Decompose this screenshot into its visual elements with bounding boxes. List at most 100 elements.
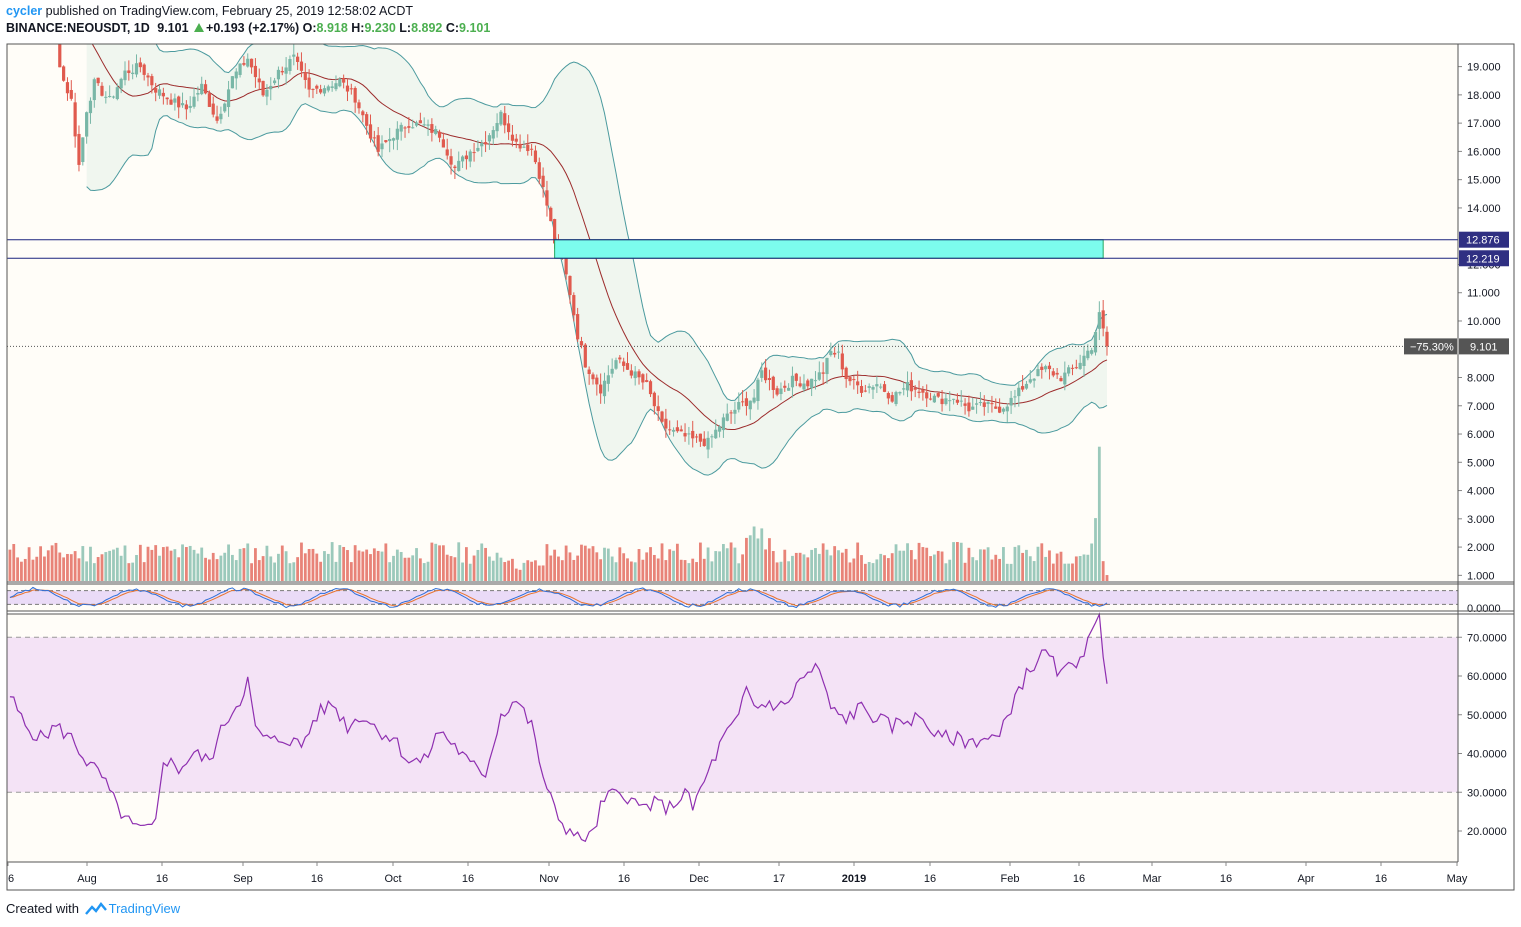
volume-bar (603, 547, 606, 581)
volume-bar (890, 553, 894, 581)
candle-body (921, 389, 925, 393)
bollinger-upper (155, 44, 1108, 402)
stoch-d-line (9, 588, 1108, 607)
candle-body (426, 124, 430, 126)
candle-body (1082, 355, 1086, 366)
volume-bar (741, 554, 744, 581)
volume-bar (384, 543, 388, 581)
candle-body (518, 143, 522, 149)
candle-body (88, 100, 93, 114)
price-chart[interactable]: 19.00018.00017.00016.00015.00014.00012.0… (0, 0, 1521, 895)
candle-body (694, 436, 699, 438)
candle-body (645, 380, 649, 382)
volume-bar (1067, 563, 1071, 581)
candle-body (871, 387, 875, 390)
candle-body (134, 63, 139, 75)
candle-body (675, 427, 679, 432)
candle-body (967, 402, 971, 412)
candle-body (407, 126, 411, 128)
candle-body (353, 88, 357, 103)
volume-bar (135, 554, 138, 581)
volume-bar (223, 552, 227, 581)
volume-bar (787, 561, 791, 581)
volume-bar (361, 551, 365, 581)
volume-bar (284, 551, 288, 581)
candle-body (296, 56, 300, 62)
candle-body (161, 92, 165, 97)
volume-bar (158, 555, 161, 581)
rsi-axis-label: 70.0000 (1467, 632, 1507, 644)
volume-bar (261, 556, 265, 581)
volume-bar (840, 552, 844, 581)
symbol-line: BINANCE:NEOUSDT, 1D 9.101 +0.193 (+2.17%… (6, 21, 490, 35)
volume-bar (948, 559, 952, 581)
volume-bar (952, 542, 955, 581)
volume-bar (430, 542, 434, 581)
volume-bar (909, 550, 913, 581)
candle-body (1005, 406, 1009, 412)
volume-bar (545, 544, 549, 581)
volume-bar (342, 546, 346, 581)
price-axis-label: 4.000 (1467, 486, 1495, 498)
volume-bar (43, 556, 46, 581)
candle-body (223, 103, 227, 112)
candle-body (234, 71, 238, 79)
candle-body (1028, 379, 1032, 383)
volume-bar (856, 542, 860, 581)
rsi-axis-label: 60.0000 (1467, 671, 1507, 683)
candle-body (998, 406, 1002, 413)
volume-bar (280, 545, 284, 581)
candle-body (319, 89, 323, 93)
candle-body (261, 80, 265, 96)
footer-brand[interactable]: TradingView (108, 901, 181, 916)
rsi-axis-label: 50.0000 (1467, 710, 1507, 722)
candle-body (115, 87, 119, 100)
author-link[interactable]: cycler (6, 4, 43, 18)
volume-bar (534, 560, 537, 581)
candle-body (714, 429, 718, 439)
volume-bar (514, 568, 518, 581)
volume-bar (806, 557, 810, 581)
candle-body (150, 76, 154, 86)
volume-bar (729, 542, 733, 581)
candle-body (963, 403, 967, 406)
candle-body (196, 93, 200, 95)
time-axis-label: 17 (773, 873, 785, 885)
volume-bar (161, 547, 165, 581)
volume-bar (994, 554, 998, 581)
volume-bar (518, 569, 522, 581)
volume-bar (660, 543, 664, 581)
volume-bar (215, 559, 219, 581)
volume-bar (745, 537, 748, 581)
volume-bar (115, 547, 119, 581)
candle-body (783, 385, 787, 388)
time-axis-label: Oct (384, 873, 401, 885)
volume-bar (791, 555, 794, 581)
volume-bar (683, 560, 687, 581)
candle-body (192, 96, 196, 107)
volume-bar (768, 538, 771, 581)
last-price-tag-text: 9.101 (1470, 341, 1498, 353)
candle-body (951, 398, 956, 400)
candle-body (599, 384, 603, 394)
volume-bar (20, 561, 23, 581)
level-price-tag-text: 12.219 (1466, 253, 1500, 265)
candle-body (802, 383, 806, 390)
volume-bar (817, 553, 821, 581)
candle-body (905, 382, 910, 391)
volume-bar (1036, 546, 1040, 581)
stoch-k-line (9, 586, 1108, 609)
candle-body (863, 390, 867, 392)
price-axis-label: 18.000 (1467, 90, 1501, 102)
volume-bar (165, 546, 169, 581)
candle-body (1051, 371, 1055, 376)
stoch-axis-label: 0.0000 (1467, 603, 1501, 615)
candle-body (476, 147, 480, 151)
candle-body (487, 135, 492, 142)
volume-bar (77, 558, 81, 581)
volume-bar (714, 551, 718, 581)
volume-bar (956, 542, 959, 581)
volume-bar (35, 556, 39, 581)
candle-body (464, 155, 468, 160)
candle-body (1055, 372, 1059, 375)
